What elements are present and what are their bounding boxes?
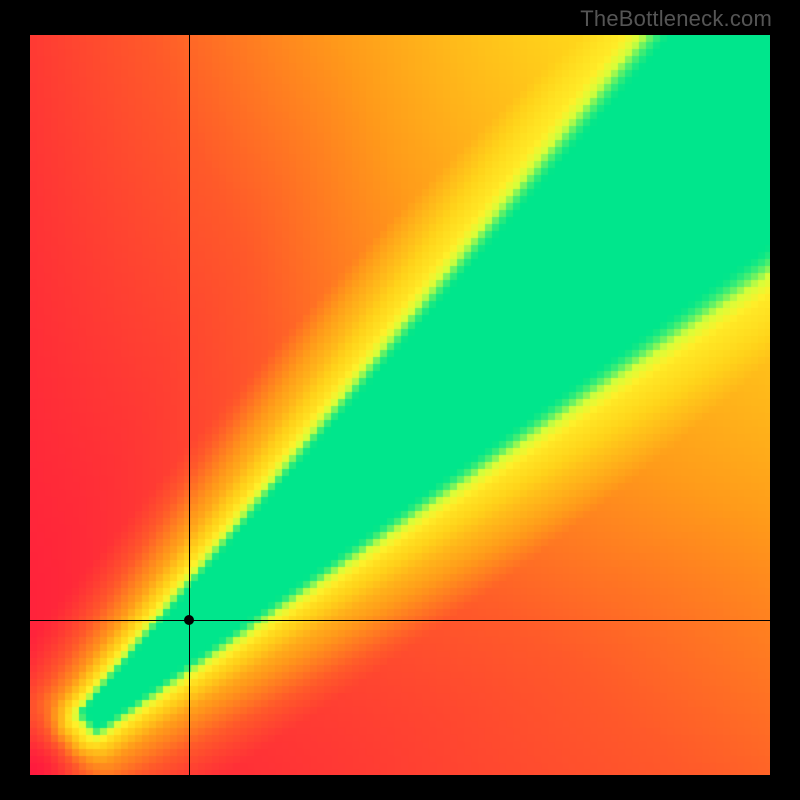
plot-area [30, 35, 770, 775]
watermark-text: TheBottleneck.com [580, 6, 772, 32]
chart-frame: TheBottleneck.com [0, 0, 800, 800]
heatmap-canvas [30, 35, 770, 775]
